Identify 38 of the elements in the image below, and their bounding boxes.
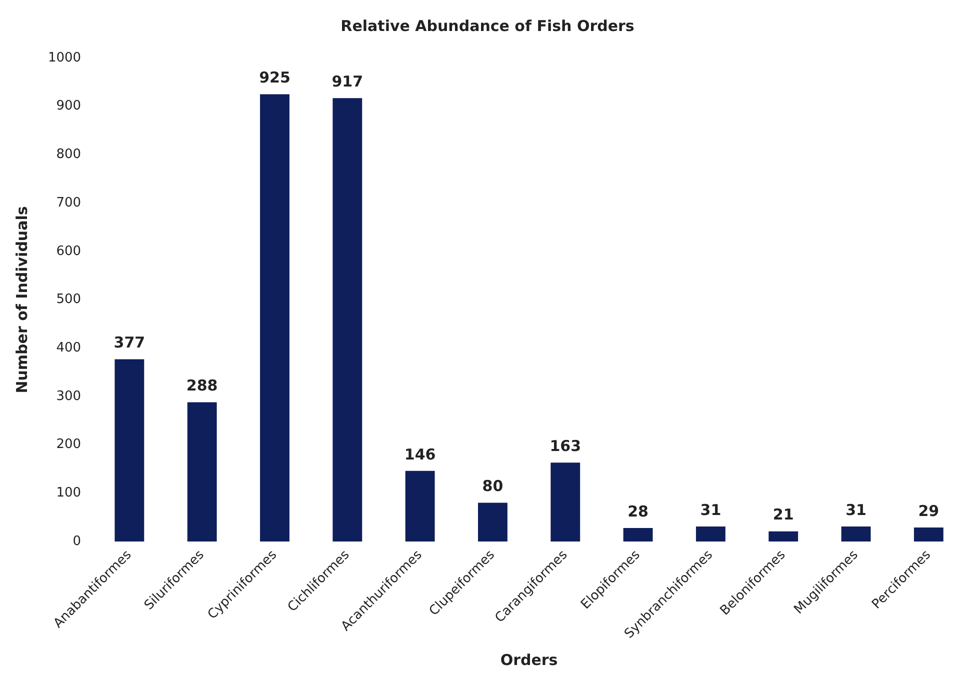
data-label: 917 bbox=[332, 72, 364, 91]
bar bbox=[260, 94, 290, 542]
data-label: 31 bbox=[700, 500, 722, 519]
y-tick-label: 400 bbox=[56, 340, 82, 356]
bar bbox=[696, 526, 726, 542]
y-tick-label: 1000 bbox=[48, 50, 82, 66]
y-tick-label: 100 bbox=[56, 486, 82, 501]
y-tick-label: 600 bbox=[56, 244, 82, 259]
data-label: 925 bbox=[259, 68, 290, 87]
y-tick-label: 900 bbox=[56, 98, 82, 114]
data-label: 31 bbox=[846, 500, 866, 519]
y-tick-label: 500 bbox=[56, 292, 82, 308]
bar bbox=[478, 502, 508, 542]
bar bbox=[332, 98, 362, 542]
bar bbox=[187, 402, 217, 542]
bar bbox=[623, 528, 653, 542]
data-label: 288 bbox=[186, 376, 218, 395]
data-label: 377 bbox=[114, 334, 146, 352]
y-tick-label: 800 bbox=[56, 147, 82, 162]
data-label: 21 bbox=[772, 506, 794, 524]
x-axis-title: Orders bbox=[500, 650, 558, 669]
data-label: 29 bbox=[918, 502, 940, 520]
bar bbox=[405, 470, 435, 542]
bar bbox=[550, 462, 580, 542]
data-label: 146 bbox=[404, 445, 436, 464]
bar bbox=[114, 359, 144, 542]
y-tick-label: 0 bbox=[72, 534, 82, 549]
y-tick-label: 200 bbox=[56, 437, 82, 452]
y-tick-label: 700 bbox=[56, 195, 82, 210]
bar bbox=[841, 526, 871, 542]
y-tick-label: 300 bbox=[56, 388, 82, 404]
bar bbox=[768, 531, 798, 542]
data-label: 163 bbox=[550, 437, 582, 456]
data-label: 80 bbox=[482, 477, 504, 496]
bar bbox=[914, 527, 944, 542]
y-axis-title: Number of Individuals bbox=[12, 206, 31, 394]
data-label: 28 bbox=[628, 502, 648, 520]
chart-title: Relative Abundance of Fish Orders bbox=[340, 16, 634, 35]
